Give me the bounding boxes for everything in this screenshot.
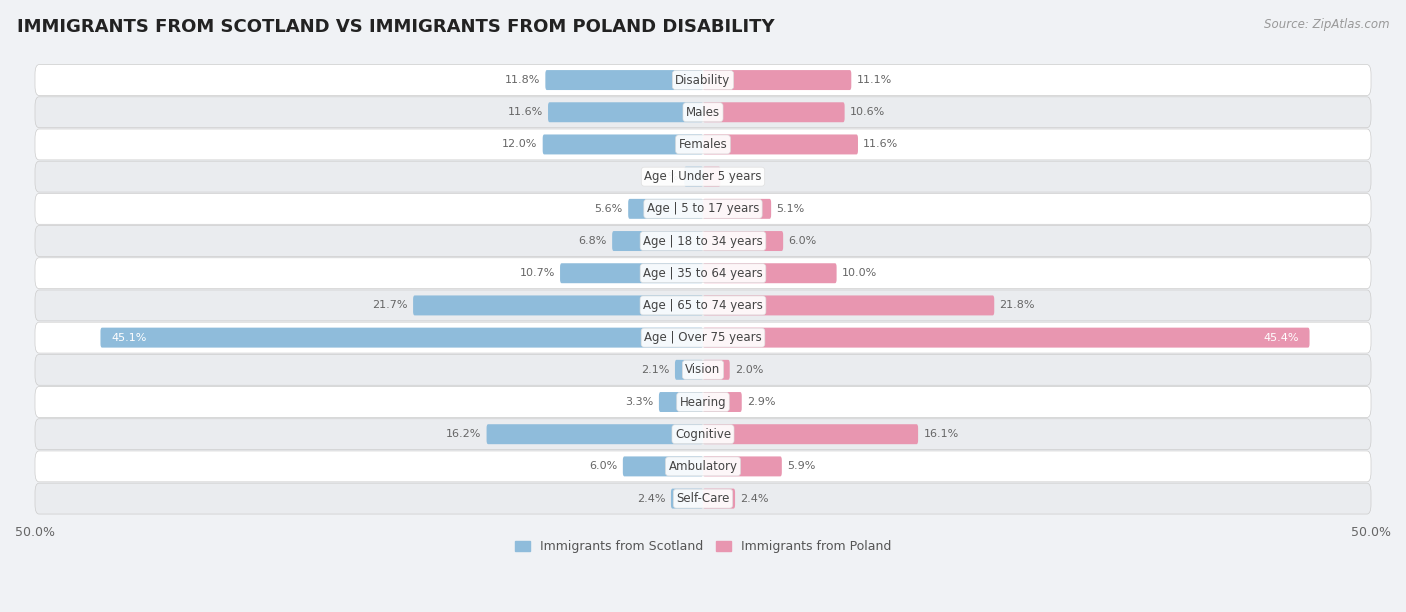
Text: 11.8%: 11.8% (505, 75, 540, 85)
Text: 11.6%: 11.6% (508, 107, 543, 118)
FancyBboxPatch shape (703, 199, 770, 219)
Text: 5.9%: 5.9% (787, 461, 815, 471)
Text: 21.8%: 21.8% (1000, 300, 1035, 310)
Text: 16.2%: 16.2% (446, 429, 481, 439)
Text: Males: Males (686, 106, 720, 119)
FancyBboxPatch shape (703, 263, 837, 283)
FancyBboxPatch shape (703, 231, 783, 251)
FancyBboxPatch shape (35, 65, 1371, 95)
FancyBboxPatch shape (703, 457, 782, 476)
Text: 21.7%: 21.7% (373, 300, 408, 310)
FancyBboxPatch shape (35, 322, 1371, 353)
Text: 6.8%: 6.8% (578, 236, 607, 246)
Text: Age | Under 5 years: Age | Under 5 years (644, 170, 762, 183)
FancyBboxPatch shape (35, 129, 1371, 160)
FancyBboxPatch shape (612, 231, 703, 251)
FancyBboxPatch shape (35, 161, 1371, 192)
FancyBboxPatch shape (560, 263, 703, 283)
FancyBboxPatch shape (703, 166, 720, 187)
Text: Source: ZipAtlas.com: Source: ZipAtlas.com (1264, 18, 1389, 31)
FancyBboxPatch shape (413, 296, 703, 315)
Text: 5.1%: 5.1% (776, 204, 804, 214)
FancyBboxPatch shape (703, 360, 730, 380)
FancyBboxPatch shape (703, 327, 1309, 348)
FancyBboxPatch shape (543, 135, 703, 154)
Text: 3.3%: 3.3% (626, 397, 654, 407)
Legend: Immigrants from Scotland, Immigrants from Poland: Immigrants from Scotland, Immigrants fro… (510, 535, 896, 558)
Text: 1.3%: 1.3% (725, 171, 754, 182)
Text: IMMIGRANTS FROM SCOTLAND VS IMMIGRANTS FROM POLAND DISABILITY: IMMIGRANTS FROM SCOTLAND VS IMMIGRANTS F… (17, 18, 775, 36)
FancyBboxPatch shape (35, 258, 1371, 289)
FancyBboxPatch shape (35, 483, 1371, 514)
FancyBboxPatch shape (623, 457, 703, 476)
Text: Females: Females (679, 138, 727, 151)
Text: 10.0%: 10.0% (842, 268, 877, 278)
Text: 2.4%: 2.4% (741, 494, 769, 504)
Text: 16.1%: 16.1% (924, 429, 959, 439)
Text: 1.4%: 1.4% (651, 171, 679, 182)
Text: Age | 65 to 74 years: Age | 65 to 74 years (643, 299, 763, 312)
FancyBboxPatch shape (548, 102, 703, 122)
Text: Self-Care: Self-Care (676, 492, 730, 505)
FancyBboxPatch shape (35, 290, 1371, 321)
FancyBboxPatch shape (35, 419, 1371, 450)
FancyBboxPatch shape (35, 97, 1371, 128)
FancyBboxPatch shape (35, 451, 1371, 482)
Text: 2.9%: 2.9% (747, 397, 776, 407)
FancyBboxPatch shape (35, 226, 1371, 256)
FancyBboxPatch shape (35, 387, 1371, 417)
Text: 11.1%: 11.1% (856, 75, 891, 85)
Text: 11.6%: 11.6% (863, 140, 898, 149)
Text: Ambulatory: Ambulatory (668, 460, 738, 473)
Text: 12.0%: 12.0% (502, 140, 537, 149)
Text: 6.0%: 6.0% (789, 236, 817, 246)
FancyBboxPatch shape (486, 424, 703, 444)
Text: 6.0%: 6.0% (589, 461, 617, 471)
Text: Age | Over 75 years: Age | Over 75 years (644, 331, 762, 344)
FancyBboxPatch shape (628, 199, 703, 219)
Text: 2.4%: 2.4% (637, 494, 665, 504)
Text: 2.1%: 2.1% (641, 365, 669, 375)
Text: Age | 35 to 64 years: Age | 35 to 64 years (643, 267, 763, 280)
Text: 45.1%: 45.1% (111, 332, 146, 343)
Text: Vision: Vision (685, 364, 721, 376)
FancyBboxPatch shape (100, 327, 703, 348)
Text: Disability: Disability (675, 73, 731, 86)
FancyBboxPatch shape (703, 488, 735, 509)
FancyBboxPatch shape (671, 488, 703, 509)
Text: Age | 5 to 17 years: Age | 5 to 17 years (647, 203, 759, 215)
FancyBboxPatch shape (703, 296, 994, 315)
FancyBboxPatch shape (703, 70, 851, 90)
Text: 2.0%: 2.0% (735, 365, 763, 375)
Text: Cognitive: Cognitive (675, 428, 731, 441)
Text: 5.6%: 5.6% (595, 204, 623, 214)
FancyBboxPatch shape (703, 392, 742, 412)
FancyBboxPatch shape (703, 135, 858, 154)
Text: 10.7%: 10.7% (519, 268, 555, 278)
FancyBboxPatch shape (703, 102, 845, 122)
FancyBboxPatch shape (35, 354, 1371, 386)
FancyBboxPatch shape (659, 392, 703, 412)
FancyBboxPatch shape (685, 166, 703, 187)
FancyBboxPatch shape (35, 193, 1371, 224)
Text: 10.6%: 10.6% (851, 107, 886, 118)
Text: Hearing: Hearing (679, 395, 727, 409)
FancyBboxPatch shape (546, 70, 703, 90)
Text: 45.4%: 45.4% (1264, 332, 1299, 343)
Text: Age | 18 to 34 years: Age | 18 to 34 years (643, 234, 763, 247)
FancyBboxPatch shape (675, 360, 703, 380)
FancyBboxPatch shape (703, 424, 918, 444)
